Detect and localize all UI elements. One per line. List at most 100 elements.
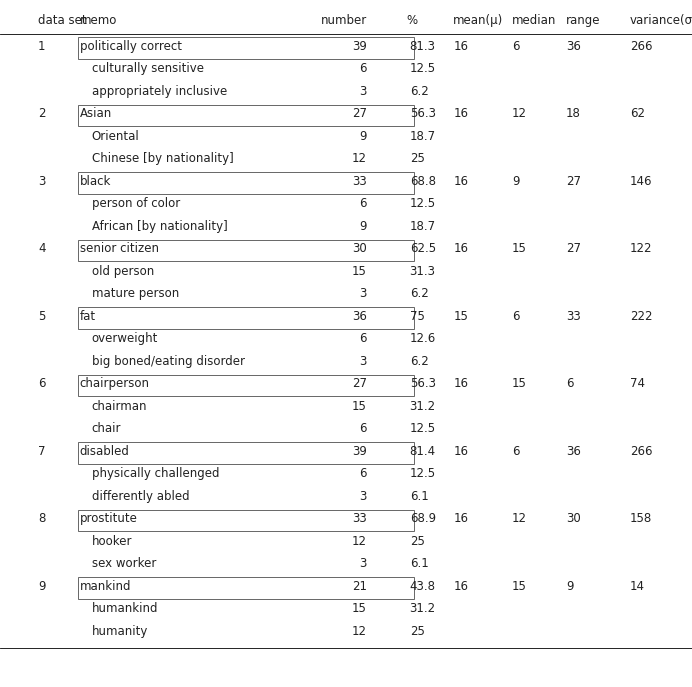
Text: 12: 12: [352, 153, 367, 166]
Text: 12: 12: [352, 534, 367, 548]
Text: 62: 62: [630, 107, 645, 120]
Text: 6.2: 6.2: [410, 287, 428, 300]
Text: politically correct: politically correct: [80, 40, 181, 53]
Text: 18.7: 18.7: [410, 130, 436, 143]
Text: 3: 3: [359, 354, 367, 368]
Text: 6.1: 6.1: [410, 490, 428, 503]
Text: 7: 7: [38, 444, 46, 458]
Bar: [78, 307, 414, 328]
Text: 1: 1: [38, 40, 46, 53]
Text: 15: 15: [352, 602, 367, 616]
Text: 21: 21: [352, 580, 367, 593]
Text: data set: data set: [38, 14, 86, 27]
Text: 9: 9: [566, 580, 574, 593]
Text: 16: 16: [453, 513, 468, 526]
Text: number: number: [320, 14, 367, 27]
Text: mean(μ): mean(μ): [453, 14, 504, 27]
Text: 6: 6: [359, 467, 367, 480]
Text: 25: 25: [410, 624, 424, 638]
Text: 222: 222: [630, 310, 653, 323]
Text: mature person: mature person: [91, 287, 179, 300]
Text: 36: 36: [352, 310, 367, 323]
Text: 3: 3: [359, 85, 367, 98]
Text: 3: 3: [359, 287, 367, 300]
Text: Chinese [by nationality]: Chinese [by nationality]: [91, 153, 233, 166]
Text: 12.5: 12.5: [410, 423, 436, 436]
Text: 3: 3: [359, 557, 367, 570]
Text: humankind: humankind: [91, 602, 158, 616]
Text: big boned/eating disorder: big boned/eating disorder: [91, 354, 244, 368]
Text: 56.3: 56.3: [410, 377, 436, 390]
Text: 27: 27: [566, 243, 581, 256]
Text: 31.2: 31.2: [410, 602, 436, 616]
Text: fat: fat: [80, 310, 95, 323]
Bar: [78, 374, 414, 396]
Text: 56.3: 56.3: [410, 107, 436, 120]
Text: black: black: [80, 174, 111, 188]
Text: 8: 8: [38, 513, 46, 526]
Text: 16: 16: [453, 444, 468, 458]
Text: 16: 16: [453, 107, 468, 120]
Text: chairman: chairman: [91, 400, 147, 413]
Text: 18.7: 18.7: [410, 220, 436, 233]
Text: sex worker: sex worker: [91, 557, 156, 570]
Bar: [78, 577, 414, 598]
Text: 4: 4: [38, 243, 46, 256]
Text: 9: 9: [38, 580, 46, 593]
Text: 31.2: 31.2: [410, 400, 436, 413]
Text: 9: 9: [359, 220, 367, 233]
Bar: [78, 172, 414, 194]
Bar: [78, 510, 414, 531]
Text: 9: 9: [512, 174, 520, 188]
Text: memo: memo: [80, 14, 117, 27]
Text: Oriental: Oriental: [91, 130, 139, 143]
Text: 14: 14: [630, 580, 645, 593]
Text: 266: 266: [630, 444, 653, 458]
Text: 2: 2: [38, 107, 46, 120]
Text: 6: 6: [566, 377, 574, 390]
Text: old person: old person: [91, 264, 154, 278]
Text: 43.8: 43.8: [410, 580, 436, 593]
Text: chair: chair: [91, 423, 121, 436]
Text: 16: 16: [453, 580, 468, 593]
Text: 15: 15: [512, 580, 527, 593]
Text: appropriately inclusive: appropriately inclusive: [91, 85, 227, 98]
Text: senior citizen: senior citizen: [80, 243, 158, 256]
Text: 6: 6: [359, 63, 367, 76]
Text: 6: 6: [512, 40, 520, 53]
Text: 12: 12: [352, 624, 367, 638]
Text: disabled: disabled: [80, 444, 129, 458]
Text: African [by nationality]: African [by nationality]: [91, 220, 228, 233]
Text: hooker: hooker: [91, 534, 132, 548]
Text: 12: 12: [512, 513, 527, 526]
Bar: [78, 240, 414, 261]
Text: 12.5: 12.5: [410, 467, 436, 480]
Text: range: range: [566, 14, 601, 27]
Text: 30: 30: [566, 513, 581, 526]
Text: 33: 33: [566, 310, 581, 323]
Text: overweight: overweight: [91, 333, 158, 346]
Text: chairperson: chairperson: [80, 377, 149, 390]
Text: 6.1: 6.1: [410, 557, 428, 570]
Text: 16: 16: [453, 174, 468, 188]
Text: 266: 266: [630, 40, 653, 53]
Text: 6.2: 6.2: [410, 85, 428, 98]
Text: prostitute: prostitute: [80, 513, 138, 526]
Text: 3: 3: [359, 490, 367, 503]
Text: 33: 33: [352, 513, 367, 526]
Text: Asian: Asian: [80, 107, 112, 120]
Text: 16: 16: [453, 377, 468, 390]
Text: 27: 27: [352, 107, 367, 120]
Text: 15: 15: [352, 264, 367, 278]
Text: differently abled: differently abled: [91, 490, 189, 503]
Text: 3: 3: [38, 174, 46, 188]
Text: humanity: humanity: [91, 624, 148, 638]
Text: 31.3: 31.3: [410, 264, 436, 278]
Text: 6: 6: [359, 333, 367, 346]
Text: 12.5: 12.5: [410, 63, 436, 76]
Text: 15: 15: [453, 310, 468, 323]
Text: mankind: mankind: [80, 580, 131, 593]
Text: median: median: [512, 14, 556, 27]
Text: 39: 39: [352, 444, 367, 458]
Text: 33: 33: [352, 174, 367, 188]
